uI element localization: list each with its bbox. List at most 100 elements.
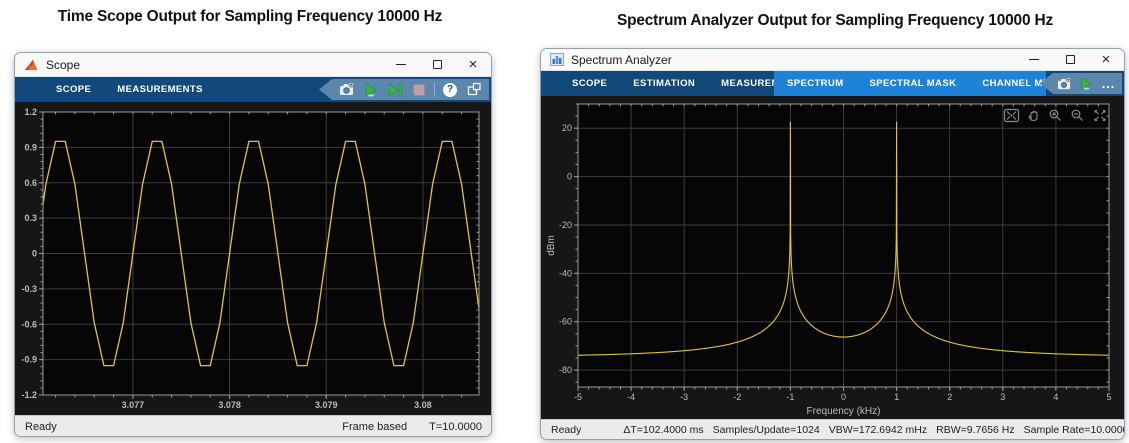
svg-text:-40: -40 xyxy=(559,268,572,278)
zoom-out-icon[interactable] xyxy=(1068,107,1087,124)
svg-text:4: 4 xyxy=(1053,392,1058,402)
step-forward-icon[interactable] xyxy=(386,81,404,99)
help-icon[interactable]: ? xyxy=(441,81,459,99)
spectrum-status-ready: Ready xyxy=(551,424,582,436)
svg-text:-0.6: -0.6 xyxy=(21,319,37,329)
svg-text:0.9: 0.9 xyxy=(24,142,37,152)
svg-text:-0.3: -0.3 xyxy=(21,284,37,294)
svg-text:3.077: 3.077 xyxy=(122,400,145,410)
svg-text:3.08: 3.08 xyxy=(414,400,432,410)
axis-ticks xyxy=(39,111,479,399)
spectrum-chart: -5 -4 -3 -2 -1 0 1 2 3 4 5 20 0 -20 -40 -60 -80 Frequency… xyxy=(541,96,1124,419)
run-icon[interactable] xyxy=(1079,75,1094,93)
fit-view-icon[interactable] xyxy=(1002,107,1021,124)
spectrum-titlebar: Spectrum Analyzer × xyxy=(541,49,1124,71)
spectrum-window-title: Spectrum Analyzer xyxy=(571,52,672,67)
axis-ticks xyxy=(574,103,1110,391)
scope-window-controls: × xyxy=(383,53,491,76)
spectrum-plot-area[interactable]: -5 -4 -3 -2 -1 0 1 2 3 4 5 20 0 -20 -40 -60 -80 Frequency… xyxy=(541,96,1124,419)
svg-text:1: 1 xyxy=(894,392,899,402)
contextual-tab-group: SPECTRUM SPECTRAL MASK CHANNEL MEASUREME… xyxy=(774,71,1120,96)
scope-toolstrip: SCOPE MEASUREMENTS xyxy=(15,77,491,102)
stop-icon[interactable] xyxy=(410,81,428,99)
channel-1-line xyxy=(43,140,479,367)
spectrum-toolstrip: SCOPE ESTIMATION MEASUREMENTS SPECTRUM S… xyxy=(541,71,1124,96)
svg-text:2: 2 xyxy=(947,392,952,402)
spectrum-status-metrics: ΔT=102.4000 ms Samples/Update=1024 VBW=1… xyxy=(623,424,1125,436)
svg-text:0.6: 0.6 xyxy=(24,178,37,188)
tab-measurements[interactable]: MEASUREMENTS xyxy=(721,78,807,89)
scope-titlebar: Scope × xyxy=(15,53,491,77)
maximize-icon[interactable] xyxy=(419,53,455,76)
svg-text:-5: -5 xyxy=(574,392,582,402)
scope-quick-tools: ? xyxy=(319,79,489,100)
scope-plot-area[interactable]: 3.077 3.078 3.079 3.08 1.2 0.9 0.6 0.3 0 -0.3 -0.6… xyxy=(15,102,491,415)
spectrum-analyzer-logo-icon xyxy=(550,53,564,66)
tab-spectrum[interactable]: SPECTRUM xyxy=(787,78,844,89)
time-scope-chart: 3.077 3.078 3.079 3.08 1.2 0.9 0.6 0.3 0 -0.3 -0.6… xyxy=(15,102,491,415)
tab-scope[interactable]: SCOPE xyxy=(56,84,92,95)
pan-hand-icon[interactable] xyxy=(1024,107,1043,124)
spectrum-window-controls: × xyxy=(1016,49,1124,70)
spectrum-analyzer-heading: Spectrum Analyzer Output for Sampling Fr… xyxy=(616,12,1054,29)
time-scope-heading: Time Scope Output for Sampling Frequency… xyxy=(57,8,443,25)
svg-text:1.2: 1.2 xyxy=(24,107,37,117)
tab-estimation[interactable]: ESTIMATION xyxy=(633,78,696,89)
expand-axes-icon[interactable] xyxy=(1090,107,1109,124)
run-icon[interactable] xyxy=(362,81,380,99)
scope-window-title: Scope xyxy=(46,57,81,72)
close-icon[interactable]: × xyxy=(468,56,478,73)
status-delta-t: ΔT=102.4000 ms xyxy=(623,424,704,436)
tab-measurements[interactable]: MEASUREMENTS xyxy=(117,84,203,95)
svg-text:-4: -4 xyxy=(627,392,635,402)
spectrum-statusbar: Ready ΔT=102.4000 ms Samples/Update=1024… xyxy=(541,419,1125,439)
spectrum-line xyxy=(578,121,1109,356)
svg-text:5: 5 xyxy=(1106,392,1111,402)
camera-snapshot-icon[interactable] xyxy=(1057,75,1072,93)
more-options-icon[interactable]: ... xyxy=(1101,75,1116,91)
toolbar-divider xyxy=(434,82,435,97)
svg-text:-3: -3 xyxy=(680,392,688,402)
matlab-logo-icon xyxy=(24,58,39,72)
tick-labels: -5 -4 -3 -2 -1 0 1 2 3 4 5 20 0 -20 -40 -60 -80 xyxy=(559,123,1112,402)
svg-text:0: 0 xyxy=(32,249,37,259)
tab-spectral-mask[interactable]: SPECTRAL MASK xyxy=(869,78,957,89)
status-vbw: VBW=172.6942 mHz xyxy=(828,424,928,436)
svg-text:0: 0 xyxy=(841,392,846,402)
tick-labels: 3.077 3.078 3.079 3.08 1.2 0.9 0.6 0.3 0 -0.3 -0.6… xyxy=(21,107,431,410)
svg-text:3.079: 3.079 xyxy=(315,400,338,410)
svg-text:-2: -2 xyxy=(733,392,741,402)
scope-status-ready: Ready xyxy=(25,420,57,433)
svg-text:-60: -60 xyxy=(559,317,572,327)
svg-text:3.078: 3.078 xyxy=(218,400,241,410)
spectrum-quick-tools: ... xyxy=(1040,73,1122,94)
tab-scope[interactable]: SCOPE xyxy=(572,78,608,89)
svg-text:-20: -20 xyxy=(559,220,572,230)
svg-text:0: 0 xyxy=(567,172,572,182)
svg-text:3: 3 xyxy=(1000,392,1005,402)
plot-zoom-toolbar xyxy=(1002,107,1109,124)
spectrum-analyzer-window: Spectrum Analyzer × SCOPE ESTIMATION MEA… xyxy=(540,48,1125,440)
svg-text:-0.9: -0.9 xyxy=(21,355,37,365)
status-samples-per-update: Samples/Update=1024 xyxy=(712,424,820,436)
x-axis-label: Frequency (kHz) xyxy=(807,406,881,417)
minimize-icon[interactable] xyxy=(383,53,419,76)
camera-snapshot-icon[interactable] xyxy=(338,81,356,99)
scope-frame-mode: Frame based xyxy=(342,420,408,433)
status-rbw: RBW=9.7656 Hz xyxy=(936,424,1015,436)
svg-text:20: 20 xyxy=(562,123,572,133)
scope-window: Scope × SCOPE MEASUREMENTS xyxy=(14,52,492,437)
zoom-in-icon[interactable] xyxy=(1046,107,1065,124)
close-icon[interactable]: × xyxy=(1101,51,1111,68)
y-axis-label: dBm xyxy=(546,235,557,256)
svg-text:0.3: 0.3 xyxy=(24,213,37,223)
status-sample-rate: Sample Rate=10.0000 kHz xyxy=(1023,424,1125,436)
svg-text:-80: -80 xyxy=(559,365,572,375)
svg-text:-1.2: -1.2 xyxy=(21,390,37,400)
svg-text:-1: -1 xyxy=(786,392,794,402)
scope-sim-time: T=10.0000 xyxy=(429,420,482,433)
minimize-icon[interactable] xyxy=(1016,49,1052,70)
popout-icon[interactable] xyxy=(465,81,483,99)
scope-statusbar: Ready Frame based T=10.0000 xyxy=(15,415,491,436)
maximize-icon[interactable] xyxy=(1052,49,1088,70)
